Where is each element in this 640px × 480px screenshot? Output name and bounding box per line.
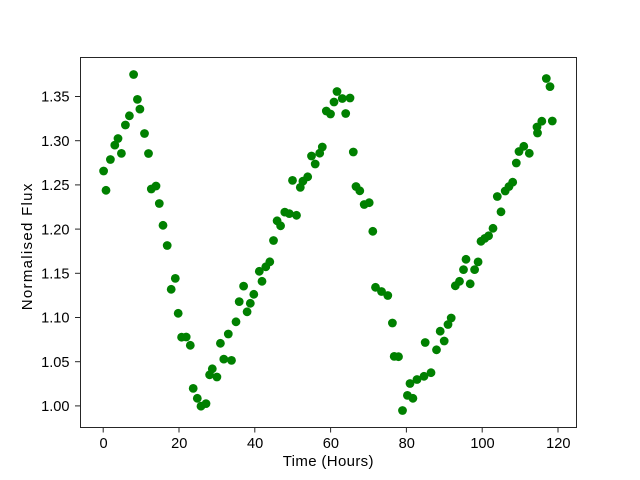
svg-text:Normalised Flux: Normalised Flux (19, 182, 36, 310)
svg-text:1.00: 1.00 (41, 399, 69, 415)
svg-text:1.35: 1.35 (41, 90, 69, 106)
svg-text:0: 0 (99, 436, 107, 452)
svg-text:20: 20 (171, 436, 187, 452)
svg-text:1.15: 1.15 (41, 267, 69, 283)
svg-text:1.10: 1.10 (41, 311, 69, 327)
svg-text:Time (Hours): Time (Hours) (283, 453, 374, 470)
svg-text:1.25: 1.25 (41, 178, 69, 194)
svg-text:1.30: 1.30 (41, 134, 69, 150)
svg-text:60: 60 (323, 436, 339, 452)
svg-text:100: 100 (470, 436, 494, 452)
svg-text:1.05: 1.05 (41, 355, 69, 371)
svg-text:80: 80 (399, 436, 415, 452)
svg-text:40: 40 (247, 436, 263, 452)
svg-text:1.20: 1.20 (41, 222, 69, 238)
svg-text:120: 120 (546, 436, 570, 452)
